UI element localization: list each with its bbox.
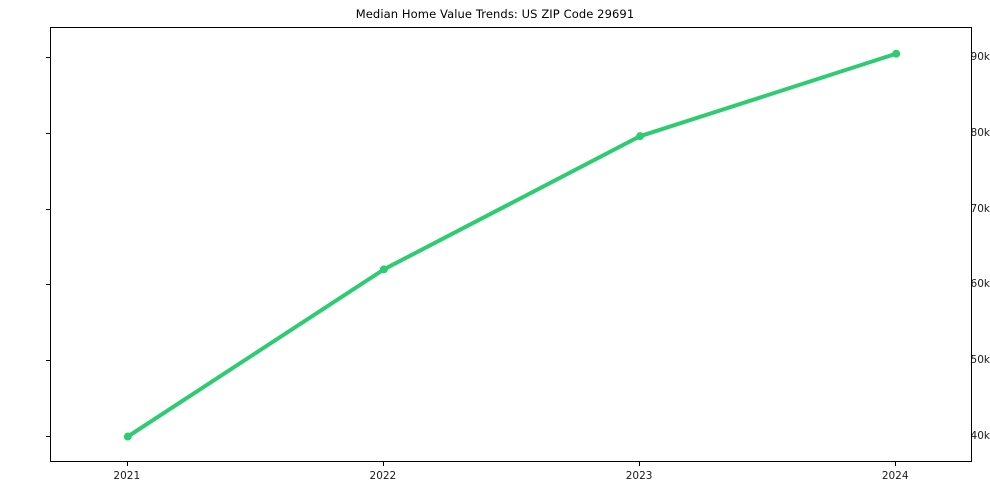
x-tick-label: 2024 — [881, 470, 909, 482]
y-tick-mark — [46, 284, 50, 286]
series-line — [125, 51, 899, 439]
y-tick-mark — [46, 435, 50, 437]
data-point — [123, 432, 132, 441]
x-tick-label: 2023 — [625, 470, 653, 482]
y-tick-mark — [46, 359, 50, 361]
y-tick-mark — [46, 132, 50, 134]
series-markers — [123, 49, 901, 441]
data-point — [892, 49, 901, 58]
plot-area — [50, 27, 972, 462]
data-point — [379, 265, 388, 274]
data-point — [636, 132, 645, 141]
y-tick-mark — [46, 57, 50, 59]
x-tick-label: 2022 — [369, 470, 397, 482]
y-tick-mark — [46, 208, 50, 210]
chart-title: Median Home Value Trends: US ZIP Code 29… — [355, 7, 635, 21]
x-tick-mark — [382, 462, 384, 466]
line-series-svg — [123, 49, 901, 441]
x-tick-mark — [895, 462, 897, 466]
x-tick-mark — [126, 462, 128, 466]
x-tick-label: 2021 — [113, 470, 141, 482]
x-tick-mark — [639, 462, 641, 466]
